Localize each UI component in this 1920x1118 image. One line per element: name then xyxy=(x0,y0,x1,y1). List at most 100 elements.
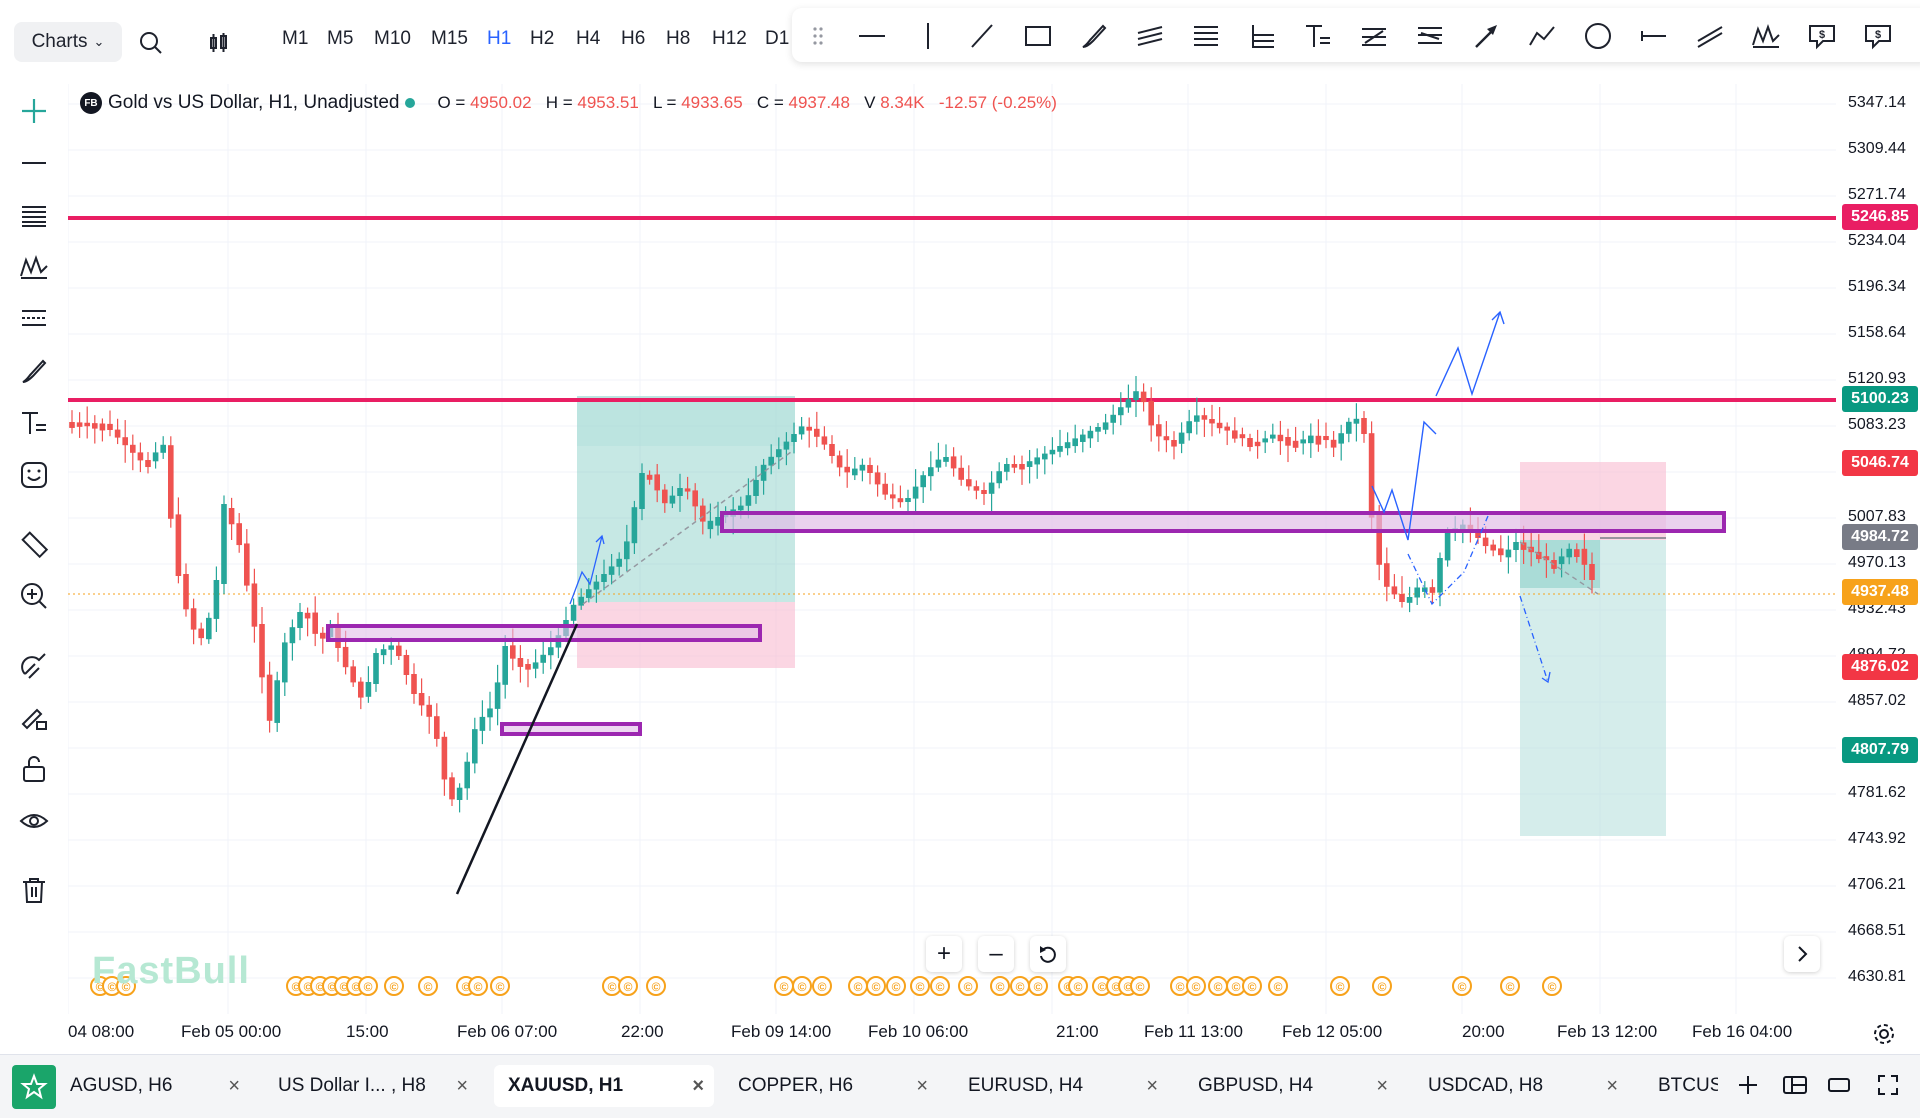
pitchfork-icon[interactable] xyxy=(1356,18,1392,54)
price-note-icon[interactable]: $ xyxy=(1860,18,1896,54)
candle-body xyxy=(608,566,615,575)
price-tag[interactable]: 4876.02 xyxy=(1842,654,1918,680)
tf-m15[interactable]: M15 xyxy=(431,28,468,49)
tab-btcusd[interactable]: BTCUS xyxy=(1658,1065,1718,1107)
price-label-icon[interactable]: $ xyxy=(1804,18,1840,54)
projection-path-1[interactable] xyxy=(569,535,603,605)
tf-h1[interactable]: H1 xyxy=(487,28,512,49)
price-tag[interactable]: 5046.74 xyxy=(1842,450,1918,476)
price-tag[interactable]: 5100.23 xyxy=(1842,386,1918,412)
economic-event-marker xyxy=(1242,976,1262,996)
rectangle-icon[interactable] xyxy=(1020,18,1056,54)
chart-canvas[interactable]: © © © © © © © © © © © © © © © © © © © © © © © © © © © © © © © © © © © © © © © ©… xyxy=(67,84,1836,1014)
demand-zone-1[interactable] xyxy=(326,624,762,642)
symbol-title[interactable]: Gold vs US Dollar, H1, Unadjusted xyxy=(108,92,400,113)
tab-gbpusd[interactable]: GBPUSD, H4 × xyxy=(1198,1065,1398,1107)
close-tab-icon[interactable]: × xyxy=(456,1074,468,1097)
horizontal-line-icon[interactable] xyxy=(14,143,54,183)
price-tag[interactable]: 5246.85 xyxy=(1842,204,1918,230)
tf-m1[interactable]: M1 xyxy=(282,28,309,49)
eye-icon[interactable] xyxy=(14,801,54,841)
fib-retracement-icon[interactable] xyxy=(1188,18,1224,54)
tf-h6[interactable]: H6 xyxy=(621,28,646,49)
tf-h12[interactable]: H12 xyxy=(712,28,747,49)
price-chart[interactable]: © © © © © © © © © © © © © © © © © © © © © © © © © © © © © © © © © © © © © © © ©… xyxy=(67,84,1836,1014)
crosshair-icon[interactable] xyxy=(14,91,54,131)
trend-line[interactable] xyxy=(455,623,579,895)
projection-path-3[interactable] xyxy=(1435,311,1501,397)
watchlist-star-button[interactable] xyxy=(12,1065,56,1109)
short-position-profit-zone[interactable] xyxy=(1520,540,1666,836)
tf-m10[interactable]: M10 xyxy=(374,28,411,49)
brush-icon[interactable] xyxy=(14,351,54,391)
fib-icon[interactable] xyxy=(14,195,54,235)
tab-agusd[interactable]: AGUSD, H6 × xyxy=(70,1065,250,1107)
reset-chart-button[interactable] xyxy=(1030,936,1066,972)
price-tag[interactable]: 4984.72 xyxy=(1842,524,1918,550)
close-tab-icon[interactable]: × xyxy=(692,1074,704,1097)
magnet-icon[interactable] xyxy=(14,645,54,685)
price-tag[interactable]: 4937.48 xyxy=(1842,579,1918,605)
channel-icon[interactable] xyxy=(1692,18,1728,54)
supply-demand-zone-3[interactable] xyxy=(720,511,1726,533)
tab-eurusd[interactable]: EURUSD, H4 × xyxy=(968,1065,1168,1107)
candle-body xyxy=(814,428,820,437)
charts-menu-button[interactable]: Charts ⌄ xyxy=(14,22,122,62)
tf-d1[interactable]: D1 xyxy=(765,28,790,49)
tab-xauusd[interactable]: XAUUSD, H1 × xyxy=(494,1065,714,1107)
tf-h4[interactable]: H4 xyxy=(576,28,601,49)
fullscreen-icon[interactable] xyxy=(1876,1073,1904,1099)
close-tab-icon[interactable]: × xyxy=(1606,1074,1618,1097)
trash-icon[interactable] xyxy=(14,870,54,910)
vertical-line-icon[interactable] xyxy=(910,18,946,54)
text-icon[interactable] xyxy=(14,403,54,443)
dash-dot-path-2[interactable] xyxy=(1519,595,1549,683)
tf-h2[interactable]: H2 xyxy=(530,28,555,49)
gann-icon[interactable] xyxy=(1412,18,1448,54)
lock-draw-icon[interactable] xyxy=(14,697,54,737)
pattern-icon[interactable] xyxy=(1748,18,1784,54)
horizontal-line-icon[interactable] xyxy=(854,18,890,54)
fib-extension-icon[interactable] xyxy=(1244,18,1280,54)
path-icon[interactable] xyxy=(1524,18,1560,54)
close-tab-icon[interactable]: × xyxy=(1146,1074,1158,1097)
ruler-icon[interactable] xyxy=(14,524,54,564)
tab-usdcad[interactable]: USDCAD, H8 × xyxy=(1428,1065,1628,1107)
projection-path-2[interactable] xyxy=(1371,420,1437,541)
tab-copper[interactable]: COPPER, H6 × xyxy=(738,1065,938,1107)
tf-m5[interactable]: M5 xyxy=(327,28,354,49)
zoom-in-button[interactable]: + xyxy=(926,936,962,972)
close-tab-icon[interactable]: × xyxy=(916,1074,928,1097)
pattern-icon[interactable] xyxy=(14,247,54,287)
add-tab-icon[interactable] xyxy=(1736,1073,1762,1099)
drag-handle-icon[interactable] xyxy=(800,18,836,54)
unlock-icon[interactable] xyxy=(14,749,54,789)
arrow-icon[interactable] xyxy=(1468,18,1504,54)
candle-type-icon[interactable] xyxy=(204,28,234,58)
scroll-right-button[interactable] xyxy=(1784,936,1820,972)
economic-event-icon: © xyxy=(1112,980,1121,994)
emoji-icon[interactable] xyxy=(14,455,54,495)
layout-icon[interactable] xyxy=(1782,1073,1810,1099)
close-tab-icon[interactable]: × xyxy=(1376,1074,1388,1097)
zoom-out-button[interactable]: – xyxy=(978,936,1014,972)
text-icon[interactable] xyxy=(1300,18,1336,54)
close-tab-icon[interactable]: × xyxy=(228,1074,240,1097)
ray-icon[interactable] xyxy=(1636,18,1672,54)
parallel-channel-icon[interactable] xyxy=(1132,18,1168,54)
trend-line-icon[interactable] xyxy=(964,18,1000,54)
price-axis[interactable]: 5347.14 5309.44 5271.74 5234.04 5196.34 5158.… xyxy=(1836,84,1920,1014)
price-tag[interactable]: 4807.79 xyxy=(1842,737,1918,763)
tab-us-dollar-index[interactable]: US Dollar I... , H8 × xyxy=(278,1065,478,1107)
circle-icon[interactable] xyxy=(1580,18,1616,54)
brush-icon[interactable] xyxy=(1076,18,1112,54)
time-axis[interactable]: 04 08:00 Feb 05 00:00 15:00 Feb 06 07:00 22:… xyxy=(68,1014,1836,1054)
search-icon[interactable] xyxy=(136,28,166,58)
settings-icon[interactable] xyxy=(1872,1022,1898,1048)
demand-zone-2[interactable] xyxy=(500,722,642,736)
zoom-icon[interactable] xyxy=(14,576,54,616)
window-icon[interactable] xyxy=(1826,1073,1854,1099)
dash-dot-path-1[interactable] xyxy=(1407,515,1489,606)
channel-icon[interactable] xyxy=(14,299,54,339)
tf-h8[interactable]: H8 xyxy=(666,28,691,49)
